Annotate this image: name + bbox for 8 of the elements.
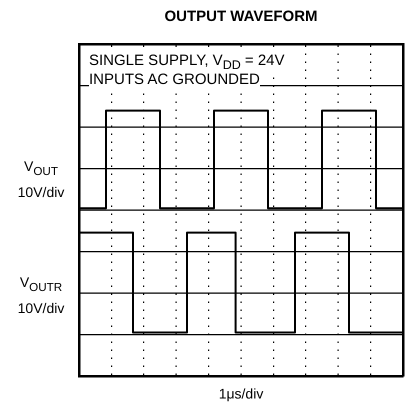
text: INPUTS AC GROUNDED <box>89 71 260 89</box>
text: 10V/div <box>16 182 66 202</box>
chart-title: OUTPUT WAVEFORM <box>163 8 319 25</box>
text: SINGLE SUPPLY, V$_{DD}$ = 24V <box>89 52 285 72</box>
series-label: V$_{OUTR}$ <box>18 273 64 296</box>
x-axis-title: 1μs/div <box>218 385 264 402</box>
text: V$_{OUT}$ <box>23 157 59 180</box>
text: 10V/div <box>16 298 66 318</box>
